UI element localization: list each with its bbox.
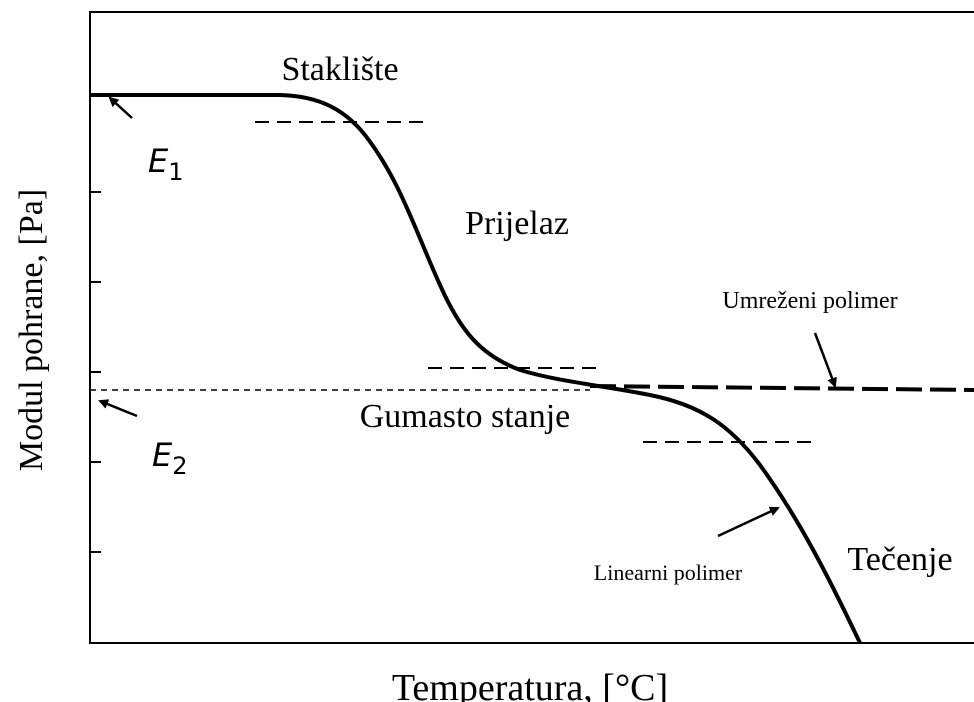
modulus-label: E1	[148, 142, 184, 186]
region-label: Tečenje	[847, 541, 952, 578]
symbol: E	[148, 142, 169, 180]
subscript: 2	[172, 452, 187, 480]
crosslinked-polymer-line	[589, 384, 974, 392]
curve-label: Linearni polimer	[594, 560, 743, 585]
region-label: Staklište	[281, 51, 398, 88]
region-label: Gumasto stanje	[360, 398, 571, 435]
reference-lines	[90, 94, 815, 443]
curve-label: Umreženi polimer	[722, 288, 897, 314]
linear-polymer-curve	[90, 93, 862, 644]
plot-frame	[89, 11, 974, 644]
x-axis-label: Temperatura, [°C]	[392, 667, 668, 702]
arrows	[98, 96, 837, 538]
subscript: 1	[168, 158, 183, 186]
modulus-label: E2	[152, 436, 188, 480]
symbol: E	[152, 436, 173, 474]
region-label: Prijelaz	[465, 205, 569, 242]
y-axis-label: Modul pohrane, [Pa]	[13, 189, 50, 471]
